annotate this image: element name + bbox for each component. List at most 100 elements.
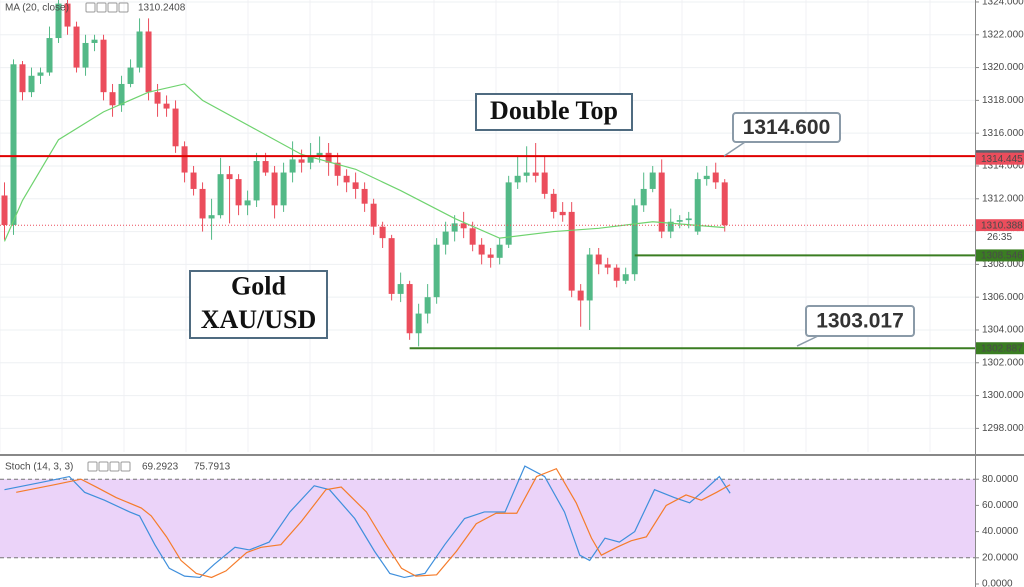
candle-body <box>658 172 665 232</box>
candle-body <box>253 161 260 201</box>
callout-text: 1314.600 <box>743 116 831 139</box>
candle-body <box>640 188 647 206</box>
candle-body <box>550 193 557 212</box>
candle-body <box>514 175 521 183</box>
candle-body <box>64 3 71 27</box>
y-tick-label: 1316.000 <box>982 128 1024 139</box>
candle-body <box>613 267 620 281</box>
candle-body <box>271 172 278 206</box>
indicator-value: 69.2923 <box>142 462 179 473</box>
candle-body <box>28 75 35 93</box>
candle-body <box>109 92 116 106</box>
indicator-value: 75.7913 <box>194 462 231 473</box>
candle-body <box>442 231 449 245</box>
y-tick-label: 40.0000 <box>982 526 1019 537</box>
candle-body <box>559 211 566 216</box>
countdown-tag <box>976 231 1024 244</box>
candle-body <box>235 179 242 206</box>
candle-body <box>532 172 539 176</box>
candle-body <box>208 215 215 219</box>
candle-body <box>145 31 152 93</box>
candle-body <box>262 161 269 173</box>
candle-body <box>415 313 422 334</box>
candle-body <box>46 38 53 73</box>
header-icon <box>118 2 129 13</box>
callout-box <box>732 112 841 143</box>
candle-body <box>406 284 413 334</box>
callout-pointer <box>796 335 819 347</box>
candle-body <box>388 238 395 294</box>
candle-body <box>163 103 170 109</box>
candle-body <box>19 64 26 93</box>
candle-body <box>631 205 638 275</box>
y-tick-label: 1298.000 <box>982 423 1024 434</box>
axis-area <box>975 0 1024 587</box>
axis-price-tag <box>976 219 1024 232</box>
callout-box <box>805 305 915 337</box>
axis-price-tag <box>976 152 1024 165</box>
annotation-box <box>475 93 633 131</box>
countdown: 26:35 <box>987 232 1012 243</box>
y-tick-label: 1308.000 <box>982 259 1024 270</box>
candle-body <box>496 244 503 258</box>
y-tick-label: 80.0000 <box>982 474 1019 485</box>
candle-body <box>334 162 341 176</box>
indicator-value: 1310.2408 <box>138 3 186 14</box>
candle-body <box>325 152 332 163</box>
candle-body <box>199 188 206 219</box>
candle-body <box>397 284 404 294</box>
candle-body <box>703 175 710 180</box>
candle-body <box>280 172 287 206</box>
candle-body <box>460 223 467 229</box>
candle-body <box>577 290 584 301</box>
candle-body <box>298 159 305 163</box>
candle-body <box>433 244 440 298</box>
candle-body <box>541 172 548 194</box>
candle-body <box>55 3 62 39</box>
candle-body <box>226 174 233 180</box>
y-tick-label: 0.0000 <box>982 579 1013 587</box>
annotation-box <box>189 270 328 339</box>
stoch-band <box>0 479 975 558</box>
axis-price-label: 1302.887 <box>981 343 1023 354</box>
candle-body <box>622 274 629 281</box>
candle-body <box>154 92 161 104</box>
header-icon <box>109 461 120 472</box>
candle-body <box>244 200 251 206</box>
candle-body <box>586 254 593 301</box>
candle-body <box>37 72 44 76</box>
y-tick-label: 60.0000 <box>982 500 1019 511</box>
candle-body <box>721 182 728 226</box>
y-tick-label: 1324.000 <box>982 0 1024 8</box>
candle-body <box>91 39 98 43</box>
candle-body <box>352 182 359 189</box>
candle-body <box>10 64 17 226</box>
candle-body <box>685 218 692 221</box>
y-tick-label: 1304.000 <box>982 325 1024 336</box>
axis-price-label: 1314.445 <box>981 154 1023 165</box>
axis-price-label: 1310.388 <box>981 220 1023 231</box>
header-icon <box>96 2 107 13</box>
candle-body <box>73 26 80 68</box>
candle-body <box>379 226 386 239</box>
y-tick-label: 20.0000 <box>982 552 1019 563</box>
candle-body <box>82 42 89 68</box>
y-tick-label: 1322.000 <box>982 29 1024 40</box>
indicator-title: MA (20, close) <box>5 3 69 14</box>
header-icon <box>87 461 98 472</box>
candle-body <box>118 83 125 106</box>
candle-body <box>649 172 656 189</box>
candle-body <box>523 172 530 176</box>
candle-body <box>370 203 377 227</box>
y-tick-label: 1314.000 <box>982 161 1024 172</box>
candle-body <box>469 228 476 245</box>
candle-body <box>190 172 197 189</box>
axis-price-tag <box>976 342 1024 355</box>
candle-body <box>361 188 368 204</box>
candle-body <box>505 182 512 245</box>
line-series <box>4 465 731 579</box>
header-icon <box>107 2 118 13</box>
candle-body <box>343 175 350 183</box>
y-tick-label: 1320.000 <box>982 62 1024 73</box>
